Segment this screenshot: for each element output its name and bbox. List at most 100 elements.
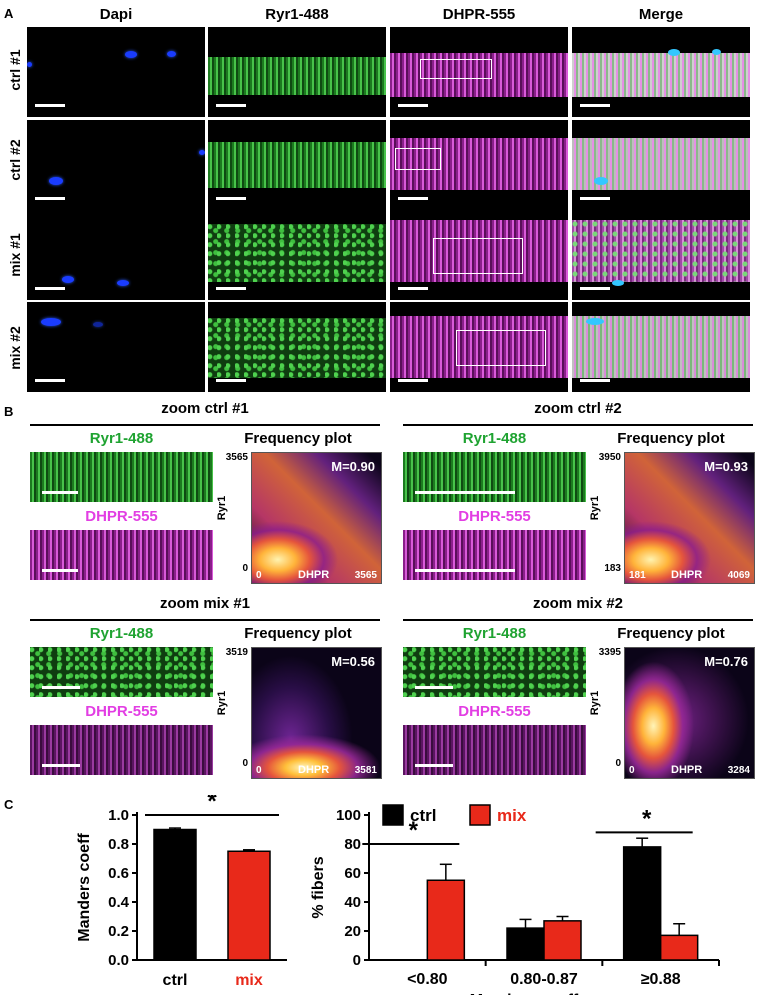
zoom-mix-1: zoom mix #1 Ryr1-488 Frequency plot DHPR… [30,595,382,785]
freq-plot-label: Frequency plot [617,430,725,447]
y-axis-label: Ryr1 [216,495,229,521]
legend-swatch [382,804,404,826]
zoom-title: zoom ctrl #2 [534,400,622,417]
y-axis-label: Ryr1 [589,495,602,521]
x-axis-label: DHPR [671,569,703,581]
ryr1-zoom-image [30,647,213,697]
ryr1-zoom-image [403,452,586,502]
zoom-ctrl-2: zoom ctrl #2 Ryr1-488 Frequency plot DHP… [403,400,755,590]
bar [543,920,582,961]
manders-value: M=0.90 [331,459,375,474]
image-dapi-ctrl-1 [27,27,205,117]
zoom-ctrl-1: zoom ctrl #1 Ryr1-488 Frequency plot DHP… [30,400,382,590]
row-label-ctrl-1: ctrl #1 [7,49,23,91]
x-tick-label: 0.80-0.87 [510,971,578,988]
zoom-mix-2: zoom mix #2 Ryr1-488 Frequency plot DHPR… [403,595,755,785]
x-tick-label: mix [235,972,263,989]
dhpr-zoom-image [403,530,586,580]
col-title-ryr1: Ryr1-488 [265,6,329,23]
y-tick-label: 1.0 [108,807,129,824]
y-axis-label: Ryr1 [216,690,229,716]
ryr1-zoom-image [30,452,213,502]
image-merge-ctrl-2 [572,120,750,210]
x-max-label: 3581 [354,765,377,776]
ryr1-zoom-image [403,647,586,697]
y-tick-label: 0.2 [108,923,129,940]
manders-value: M=0.93 [704,459,748,474]
manders-value: M=0.56 [331,654,375,669]
x-min-label: 0 [256,570,262,581]
frequency-plot: M=0.76 0 DHPR 3284 [624,647,755,779]
x-min-label: 0 [629,765,635,776]
zoom-title: zoom mix #2 [532,595,624,612]
y-tick-label: 60 [344,865,361,882]
row-label-mix-2: mix #2 [7,326,23,370]
x-max-label: 3284 [727,765,750,776]
col-title-dhpr: DHPR-555 [442,6,516,23]
dhpr-zoom-image [30,725,213,775]
y-tick-label: 0.4 [108,894,130,911]
zoom-title: zoom mix #1 [159,595,251,612]
image-ryr1-ctrl-2 [208,120,386,210]
image-dhpr-mix-2 [390,302,568,392]
x-axis-label: DHPR [671,764,703,776]
y-tick-label: 20 [344,923,361,940]
x-tick-label: ctrl [163,972,188,989]
freq-plot-label: Frequency plot [244,430,352,447]
image-dhpr-ctrl-1 [390,27,568,117]
y-axis-title: Manders coeff [76,833,93,942]
ryr1-label: Ryr1-488 [462,430,527,447]
image-merge-mix-2 [572,302,750,392]
y-tick-label: 80 [344,836,361,853]
zoom-title: zoom ctrl #1 [161,400,249,417]
dhpr-zoom-image [30,530,213,580]
roi-box [420,59,492,79]
y-min-label: 0 [242,563,248,574]
dhpr-label: DHPR-555 [85,703,158,720]
bar [622,846,662,961]
ryr1-label: Ryr1-488 [462,625,527,642]
freq-plot-label: Frequency plot [244,625,352,642]
x-min-label: 181 [629,570,646,581]
panel-c-charts: 0.0 0.2 0.4 0.6 0.8 1.0 Manders coeff ctrl mix * 0… [76,795,720,995]
y-min-label: 183 [604,563,621,574]
y-tick-label: 40 [344,894,361,911]
x-tick-label: ≥0.88 [641,971,681,988]
y-axis-label: Ryr1 [589,690,602,716]
image-dhpr-mix-1 [390,210,568,300]
y-max-label: 3519 [225,647,248,658]
dhpr-zoom-image [403,725,586,775]
y-axis-title: % fibers [310,856,327,918]
col-title-dapi: Dapi [99,6,133,23]
x-min-label: 0 [256,765,262,776]
ryr1-label: Ryr1-488 [89,625,154,642]
y-min-label: 0 [615,758,621,769]
legend-label: ctrl [410,806,436,825]
x-tick-label: <0.80 [407,971,448,988]
ryr1-label: Ryr1-488 [89,430,154,447]
row-label-ctrl-2: ctrl #2 [7,139,23,181]
divider [403,424,753,426]
x-axis-label: DHPR [298,764,330,776]
legend-swatch [469,804,491,826]
dhpr-label: DHPR-555 [85,508,158,525]
bar [659,934,699,961]
roi-box [395,148,441,170]
frequency-plot: M=0.90 0 DHPR 3565 [251,452,382,584]
image-merge-mix-1 [572,210,750,300]
x-axis-title: Manders coeff [470,992,579,995]
x-axis-label: DHPR [298,569,330,581]
bar [227,850,271,961]
y-min-label: 0 [242,758,248,769]
y-tick-label: 0.6 [108,865,129,882]
y-max-label: 3395 [598,647,621,658]
roi-box [433,238,523,274]
dhpr-label: DHPR-555 [458,703,531,720]
frequency-plot: M=0.56 0 DHPR 3581 [251,647,382,779]
manders-value: M=0.76 [704,654,748,669]
x-max-label: 4069 [727,570,750,581]
y-max-label: 3950 [598,452,621,463]
divider [403,619,753,621]
image-ryr1-mix-1 [208,210,386,300]
image-dapi-mix-1 [27,210,205,300]
